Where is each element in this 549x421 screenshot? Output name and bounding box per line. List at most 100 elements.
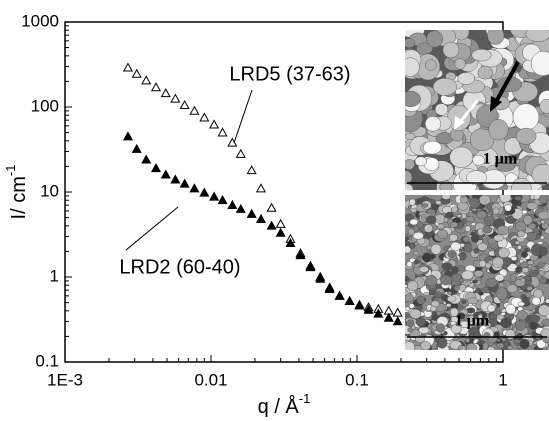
- afm-grain: [502, 265, 508, 269]
- afm-grain: [496, 225, 510, 236]
- afm-grain: [485, 278, 498, 288]
- afm-grain: [409, 303, 415, 309]
- afm-grain: [540, 328, 549, 338]
- x-tick-label: 0.01: [194, 370, 227, 389]
- afm-grain: [409, 308, 422, 319]
- afm-grain: [423, 224, 433, 233]
- afm-grain: [487, 210, 494, 216]
- afm-grain: [526, 202, 539, 210]
- afm-grain: [437, 223, 445, 230]
- afm-grain: [430, 243, 442, 255]
- afm-grain: [541, 222, 549, 230]
- afm-grain: [407, 280, 419, 292]
- point: [199, 187, 210, 197]
- point: [255, 183, 267, 193]
- afm-grain: [523, 215, 533, 226]
- afm-grain: [479, 260, 487, 268]
- y-label-sup: -1: [3, 165, 18, 177]
- afm-grain: [541, 319, 549, 327]
- scale-label: 1 μm: [483, 151, 518, 168]
- afm-grain: [478, 291, 484, 296]
- points: [122, 62, 403, 326]
- afm-grain: [415, 318, 426, 327]
- afm-grain: [421, 252, 432, 263]
- afm-grain: [499, 195, 512, 203]
- afm-grain: [526, 286, 533, 291]
- point: [189, 105, 200, 115]
- afm-grain: [461, 299, 467, 304]
- afm-grain: [520, 278, 526, 283]
- afm-grain: [405, 57, 420, 77]
- afm-grain: [499, 282, 504, 287]
- afm-grain: [461, 270, 474, 280]
- afm-grain: [538, 195, 549, 204]
- afm-grain: [419, 266, 429, 273]
- point: [209, 191, 220, 201]
- arrow-light: [458, 99, 480, 123]
- afm-grain: [409, 198, 416, 206]
- afm-grain: [470, 222, 476, 226]
- point: [383, 312, 394, 322]
- afm-grain: [507, 225, 514, 230]
- afm-grain: [473, 198, 480, 203]
- afm-grain: [492, 207, 500, 215]
- micrograph: [405, 195, 549, 350]
- afm-grain: [434, 214, 446, 224]
- point: [246, 165, 257, 175]
- point: [141, 154, 152, 164]
- point: [255, 213, 267, 223]
- afm-grain: [451, 265, 459, 274]
- afm-grain: [491, 256, 504, 268]
- annotation: LRD2 (60-40): [119, 256, 240, 278]
- afm-grain: [519, 338, 530, 350]
- y-axis-label: I/ cm-1: [3, 165, 30, 220]
- point: [324, 283, 335, 293]
- afm-grain: [530, 50, 549, 76]
- afm-grain: [423, 140, 442, 155]
- afm-grain: [462, 236, 470, 243]
- annotation-arrow: [233, 89, 253, 144]
- afm-grain: [517, 245, 522, 250]
- afm-grain: [437, 229, 449, 239]
- afm-grain: [477, 339, 485, 345]
- afm-grain: [468, 326, 480, 339]
- y-tick-label: 10: [40, 181, 59, 200]
- afm-grain: [471, 234, 480, 243]
- y-label-text: I/ cm: [8, 176, 30, 219]
- afm-grain: [487, 304, 496, 313]
- x-label-text: q / Å: [258, 395, 300, 418]
- afm-grain: [447, 295, 457, 303]
- point: [150, 163, 162, 173]
- afm-grain: [416, 221, 424, 229]
- afm-grain: [496, 342, 505, 349]
- point: [344, 295, 355, 305]
- afm-grain: [434, 103, 449, 116]
- afm-grain: [406, 319, 415, 328]
- afm-grain: [425, 215, 437, 225]
- afm-grain: [520, 251, 528, 258]
- afm-grain: [540, 219, 545, 225]
- afm-grain: [516, 310, 528, 321]
- afm-grain: [466, 343, 477, 350]
- afm-grain: [493, 308, 502, 316]
- afm-grain: [449, 233, 458, 242]
- afm-grain: [457, 312, 466, 320]
- x-axis-label: q / Å-1: [258, 391, 311, 418]
- point: [122, 131, 134, 141]
- afm-grain: [459, 284, 467, 292]
- afm-grain: [487, 346, 495, 350]
- afm-grain: [515, 266, 522, 273]
- point: [217, 127, 228, 137]
- afm-grain: [464, 337, 471, 343]
- afm-grain: [514, 240, 521, 245]
- afm-grain: [405, 90, 421, 107]
- afm-grain: [521, 267, 529, 274]
- afm-grain: [405, 341, 415, 350]
- afm-grain: [505, 304, 516, 315]
- afm-grain: [459, 320, 471, 329]
- point: [209, 119, 220, 129]
- afm-grain: [426, 30, 443, 48]
- point: [141, 75, 152, 85]
- y-tick-label: 0.1: [35, 351, 59, 370]
- afm-grain: [506, 345, 513, 350]
